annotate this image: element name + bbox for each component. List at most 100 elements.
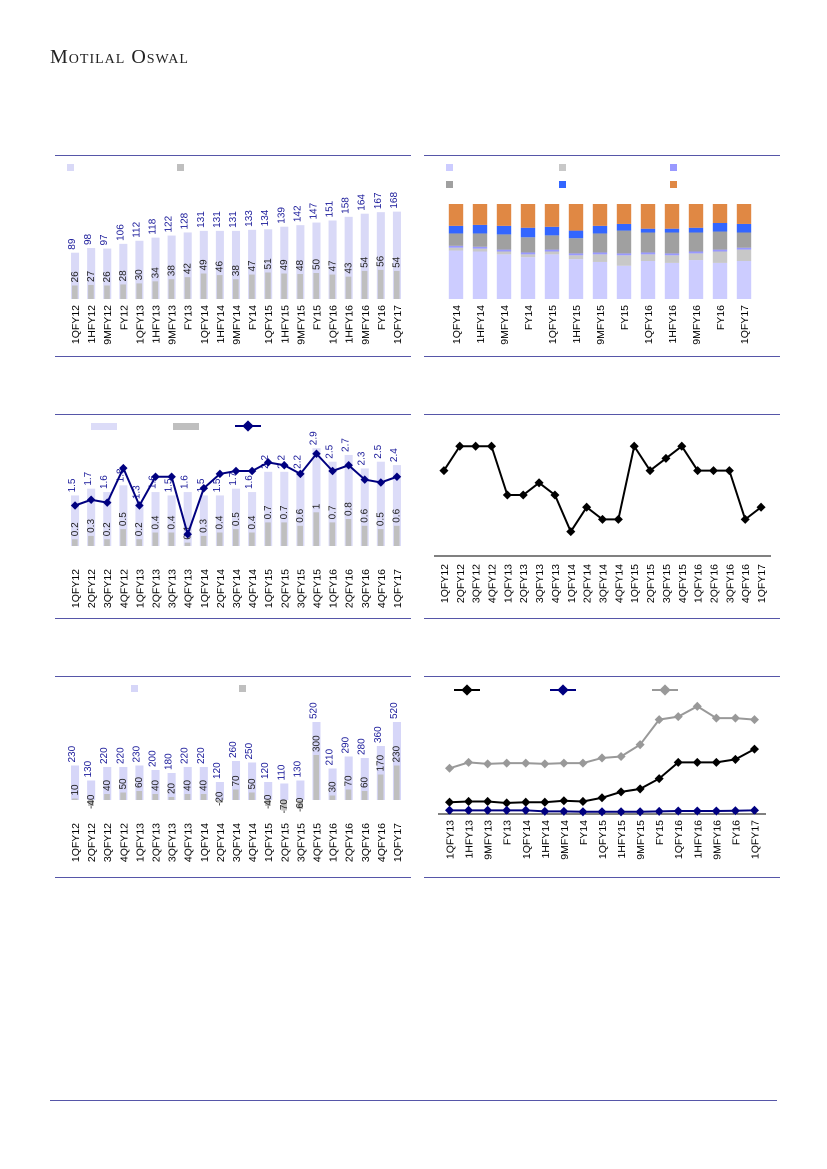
stacked-bar-segment [592,261,608,299]
bar [72,539,78,546]
stacked-bar-segment [544,254,560,299]
line-point [483,805,493,815]
stacked-bar-segment [640,232,656,253]
panel-top-rule [55,155,411,156]
data-label: 0.5 [118,512,129,526]
panel-bottom-rule [424,877,780,878]
stacked-bar-segment [568,204,584,231]
bar [168,279,175,299]
bar [297,800,303,809]
category-label: 4QFY15 [677,564,689,603]
stacked-bar-segment [640,252,656,255]
data-label: 1.5 [196,478,207,492]
stacked-bar-segment [712,262,728,299]
category-label: 1QFY15 [597,820,609,859]
bar [200,273,207,299]
bar [88,284,94,299]
category-label: 3QFY14 [231,823,243,862]
data-label: 50 [311,258,322,270]
category-label: 9MFY14 [559,820,571,860]
bar [249,532,255,546]
category-label: 1QFY14 [566,564,578,603]
bar [152,532,159,546]
data-label: 520 [389,702,400,719]
line-point [360,475,370,484]
category-label: 3QFY16 [724,564,736,603]
bar [167,495,176,546]
category-label: 1QFY13 [134,569,146,608]
chart-2-svg: 1QFY14 1HFY14 9MFY14 FY14 1QFY15 1HFY15 9MFY15… [446,164,752,345]
data-label: 2.2 [276,454,287,468]
bar [296,780,305,800]
line-point [578,807,588,817]
data-label: 167 [373,192,384,209]
category-label: 3QFY14 [231,569,243,608]
category-label: 9MFY16 [691,305,703,345]
bar [72,285,78,299]
stacked-bar-segment [544,226,560,236]
data-label: 120 [212,762,223,779]
line-point [445,763,455,773]
category-label: 1QFY17 [392,305,404,344]
bar [135,765,144,800]
bar [280,783,289,800]
line-point [502,758,512,768]
bar [361,525,368,546]
category-label: 1HFY12 [86,305,98,344]
data-label: 0.7 [263,505,274,519]
bar [231,488,241,546]
data-label: 250 [244,742,255,759]
category-label: 3QFY13 [167,569,179,608]
stacked-bar-segment [688,260,704,299]
data-label: 168 [389,192,400,209]
panel-bottom-rule [55,618,411,619]
bar [216,275,223,299]
data-label: 170 [376,754,387,771]
data-label: -40 [86,794,97,809]
line-point [582,502,592,512]
data-label: 1 [311,503,322,509]
category-label: 1QFY14 [199,569,211,608]
bar [281,800,287,811]
bar [151,770,160,800]
stacked-bar-segment [520,254,536,258]
line-point [328,466,337,476]
data-label: 0.8 [343,502,354,516]
bar [120,792,126,800]
chart-panel-4: 1QFY12 2QFY12 3QFY12 4QFY12 1QFY13 2QFY13 3QFY… [424,414,780,619]
line-point [464,757,474,767]
line-point [445,797,455,807]
stacked-bar-segment [568,255,584,260]
stacked-bar-segment [712,251,728,263]
category-label: 9MFY13 [167,305,179,345]
bar [264,782,273,800]
category-label: 9MFY13 [483,820,495,860]
bar [344,756,353,800]
legend-marker [461,684,473,696]
stacked-bar-segment [472,224,488,234]
data-label: 10 [70,784,81,796]
chart-6-svg: 1QFY13 1HFY13 9MFY13 FY13 1QFY14 1HFY14 9MFY14… [438,684,766,860]
category-label: 2QFY15 [279,823,291,862]
brand-logo: Motilal Oswal [50,46,189,68]
data-label: 139 [276,207,287,224]
stacked-bar-segment [736,232,752,248]
data-label: 0.6 [295,508,306,522]
stacked-bar-segment [472,251,488,299]
bar [313,755,320,800]
bar [231,230,241,299]
data-label: 0.6 [360,508,371,522]
category-label: 1QFY14 [199,823,211,862]
category-label: FY16 [730,820,742,845]
data-label: 98 [83,233,94,245]
bar [377,269,384,299]
data-label: 1.3 [131,485,142,499]
bar [136,283,143,299]
stacked-bar-segment [448,204,464,226]
data-label: 142 [292,205,303,222]
category-label: 1QFY17 [739,305,751,344]
line-point [521,758,531,768]
data-label: 42 [183,263,194,275]
chart-panel-1: 89 98 97 106 112 118 122 128 131 131 131 133 134 139 1… [55,155,411,357]
line-point [483,759,493,769]
